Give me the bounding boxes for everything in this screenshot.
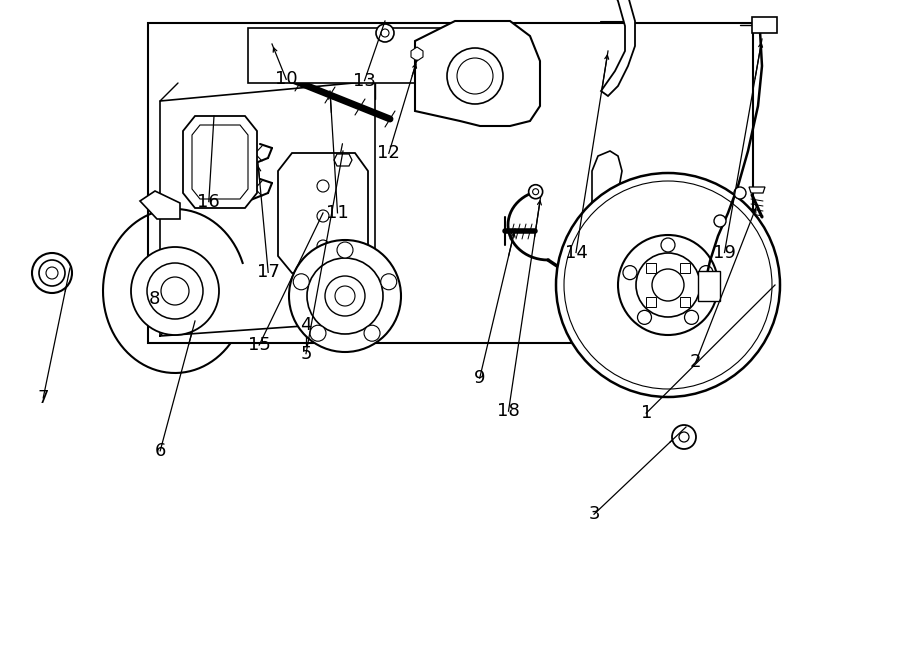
- Circle shape: [317, 210, 329, 222]
- Polygon shape: [140, 191, 180, 219]
- Circle shape: [685, 311, 698, 325]
- Circle shape: [381, 29, 389, 37]
- Circle shape: [734, 187, 746, 199]
- Text: 6: 6: [155, 442, 166, 460]
- Circle shape: [161, 277, 189, 305]
- Bar: [752, 17, 777, 33]
- Text: 10: 10: [274, 70, 298, 89]
- Circle shape: [636, 253, 700, 317]
- Circle shape: [376, 24, 394, 42]
- Polygon shape: [192, 125, 248, 199]
- Circle shape: [714, 215, 726, 227]
- Circle shape: [39, 260, 65, 286]
- Text: 1: 1: [641, 404, 652, 422]
- Text: 8: 8: [149, 290, 160, 308]
- Text: 19: 19: [713, 243, 736, 262]
- Circle shape: [131, 247, 219, 335]
- Text: 15: 15: [248, 336, 271, 354]
- Circle shape: [289, 240, 401, 352]
- Text: 2: 2: [690, 353, 701, 371]
- Bar: [646, 297, 656, 307]
- Circle shape: [564, 181, 772, 389]
- Circle shape: [672, 425, 696, 449]
- Polygon shape: [592, 0, 635, 96]
- Text: 5: 5: [301, 344, 311, 363]
- Circle shape: [337, 242, 353, 258]
- Polygon shape: [334, 154, 352, 166]
- Bar: [148, 23, 753, 343]
- Text: 4: 4: [301, 316, 311, 334]
- Text: 16: 16: [197, 192, 220, 211]
- Circle shape: [335, 286, 355, 306]
- Circle shape: [623, 266, 637, 280]
- Circle shape: [293, 274, 310, 290]
- Text: 9: 9: [474, 369, 485, 387]
- Circle shape: [147, 263, 203, 319]
- Text: 11: 11: [326, 204, 349, 222]
- Circle shape: [457, 58, 493, 94]
- Bar: [248, 28, 478, 83]
- Circle shape: [325, 276, 365, 316]
- Text: 17: 17: [256, 263, 280, 282]
- Polygon shape: [183, 116, 257, 208]
- Circle shape: [533, 188, 538, 195]
- Circle shape: [652, 269, 684, 301]
- Text: 18: 18: [497, 402, 520, 420]
- Circle shape: [317, 180, 329, 192]
- Polygon shape: [278, 153, 368, 273]
- Polygon shape: [580, 151, 622, 246]
- Text: 3: 3: [589, 505, 599, 524]
- Bar: [680, 263, 690, 273]
- Bar: [680, 297, 690, 307]
- Circle shape: [310, 325, 326, 341]
- Bar: [698, 271, 720, 301]
- Text: 7: 7: [38, 389, 49, 407]
- Circle shape: [556, 173, 780, 397]
- Circle shape: [32, 253, 72, 293]
- Polygon shape: [415, 21, 540, 126]
- Circle shape: [364, 325, 380, 341]
- Circle shape: [637, 311, 652, 325]
- Circle shape: [679, 432, 689, 442]
- Circle shape: [317, 240, 329, 252]
- Circle shape: [528, 184, 543, 199]
- Circle shape: [307, 258, 383, 334]
- Bar: [646, 263, 656, 273]
- Circle shape: [447, 48, 503, 104]
- Circle shape: [661, 238, 675, 252]
- Circle shape: [46, 267, 58, 279]
- Circle shape: [381, 274, 397, 290]
- Text: 12: 12: [377, 144, 400, 163]
- Text: 14: 14: [564, 243, 588, 262]
- Circle shape: [618, 235, 718, 335]
- Text: 13: 13: [353, 71, 376, 90]
- Polygon shape: [749, 187, 765, 193]
- Circle shape: [699, 266, 713, 280]
- Polygon shape: [411, 47, 423, 61]
